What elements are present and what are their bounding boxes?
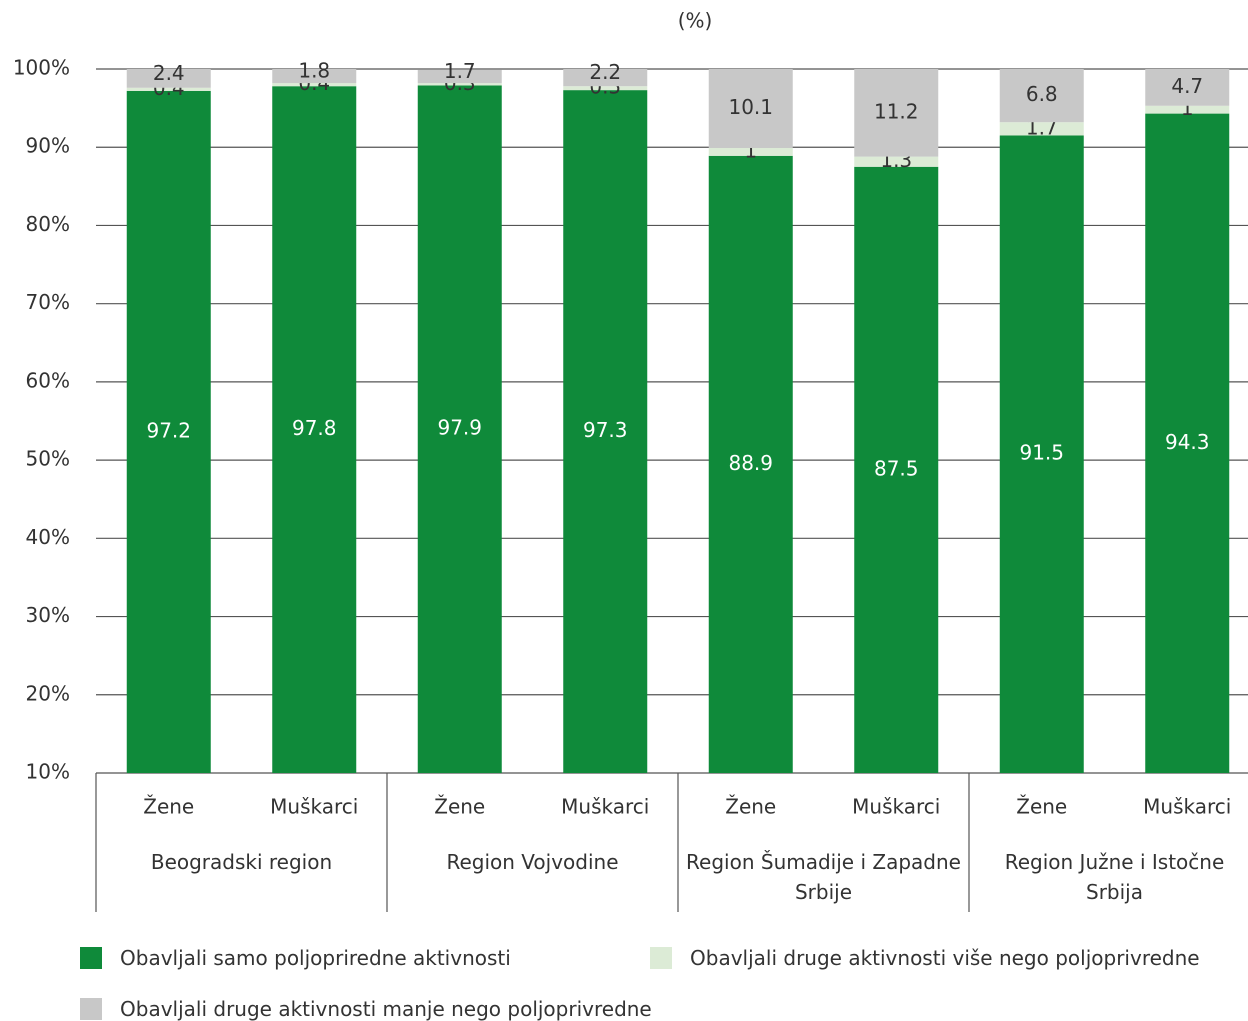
x-tick-label: Žene (434, 795, 485, 819)
bar-segment (563, 86, 648, 91)
group-label: Region Vojvodine (446, 850, 619, 874)
legend-label: Obavljali druge aktivnosti manje nego po… (120, 997, 652, 1021)
bar-segment (272, 86, 357, 774)
x-tick-label: Žene (143, 795, 194, 819)
value-label: 2.4 (153, 61, 185, 85)
group-label: Region Južne i Istočne Srbija (1004, 850, 1225, 904)
value-label: 97.9 (437, 416, 482, 440)
legend-label: Obavljali druge aktivnosti više nego pol… (690, 946, 1200, 970)
y-tick-label: 100% (13, 56, 70, 80)
value-label: 88.9 (728, 451, 773, 475)
x-tick-label: Muškarci (1143, 795, 1231, 819)
bar-segment (563, 69, 648, 87)
legend-item: Obavljali druge aktivnosti manje nego po… (80, 997, 652, 1021)
bar-segment (126, 87, 211, 91)
bar-segment (1145, 69, 1230, 106)
value-label: 97.8 (292, 416, 337, 440)
bar-segment (708, 69, 793, 149)
x-tick-label: Muškarci (270, 795, 358, 819)
y-tick-label: 70% (26, 290, 70, 314)
bar-segment (999, 135, 1084, 773)
y-tick-label: 20% (26, 681, 70, 705)
x-tick-label: Žene (1016, 795, 1067, 819)
bar-segment (417, 85, 502, 774)
y-tick-label: 40% (26, 525, 70, 549)
bar-segment (854, 69, 939, 157)
value-label: 6.8 (1026, 82, 1058, 106)
legend-swatch (650, 947, 672, 969)
y-tick-label: 90% (26, 134, 70, 158)
value-label: 87.5 (874, 456, 919, 480)
bar-segment (126, 69, 211, 88)
value-label: 97.2 (146, 418, 191, 442)
bar-segment (854, 166, 939, 773)
bar-segment (999, 122, 1084, 136)
value-label: 2.2 (589, 60, 621, 84)
bar-segment (272, 69, 357, 84)
bar-segment (1145, 113, 1230, 773)
x-tick-label: Muškarci (852, 795, 940, 819)
legend-swatch (80, 947, 102, 969)
bar-segment (272, 83, 357, 87)
legend-label: Obavljali samo poljopriredne aktivnosti (120, 946, 511, 970)
y-tick-label: 80% (26, 212, 70, 236)
bar-segment (1145, 105, 1230, 114)
legend-item: Obavljali samo poljopriredne aktivnosti (80, 946, 511, 970)
bar-segment (126, 90, 211, 773)
value-label: 91.5 (1019, 441, 1064, 465)
bar-segment (417, 69, 502, 84)
value-label: 97.3 (583, 418, 628, 442)
x-tick-label: Žene (725, 795, 776, 819)
y-tick-label: 30% (26, 603, 70, 627)
bar-segment (999, 69, 1084, 123)
legend-swatch (80, 998, 102, 1020)
y-tick-label: 10% (26, 760, 70, 784)
legend-item: Obavljali druge aktivnosti više nego pol… (650, 946, 1200, 970)
bar-segment (417, 83, 502, 86)
group-label: Beogradski region (150, 850, 333, 874)
y-tick-label: 50% (26, 447, 70, 471)
value-label: 1.7 (444, 59, 476, 83)
bar-segment (854, 156, 939, 167)
bar-segment (708, 155, 793, 773)
value-label: 10.1 (728, 95, 773, 119)
value-label: 1.8 (298, 59, 330, 83)
value-label: 94.3 (1165, 430, 1210, 454)
value-label: 4.7 (1171, 74, 1203, 98)
bar-segment (708, 148, 793, 156)
y-tick-label: 60% (26, 368, 70, 392)
unit-label: (%) (678, 9, 713, 33)
value-label: 11.2 (874, 99, 919, 123)
group-label: Region Šumadije i Zapadne Srbije (686, 850, 961, 904)
bar-segment (563, 90, 648, 774)
x-tick-label: Muškarci (561, 795, 649, 819)
